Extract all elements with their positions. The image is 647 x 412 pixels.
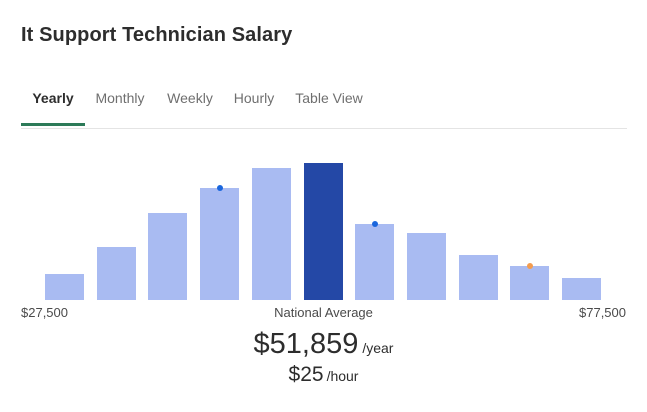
hourly-salary-amount: $25 — [288, 363, 324, 386]
chart-bar — [510, 266, 549, 300]
yearly-salary-amount: $51,859 — [253, 328, 359, 360]
chart-bar — [304, 163, 343, 300]
chart-bar — [148, 213, 187, 300]
chart-bar — [252, 168, 291, 300]
page-title: It Support Technician Salary — [21, 24, 293, 46]
chart-bar — [45, 274, 84, 300]
yearly-salary: $51,859/year — [0, 328, 647, 361]
blue-marker-dot — [372, 221, 378, 227]
x-axis-mid-label: National Average — [274, 305, 373, 320]
yearly-salary-unit: /year — [362, 340, 394, 356]
chart-bar — [97, 247, 136, 300]
blue-marker-dot — [217, 185, 223, 191]
tab-weekly[interactable]: Weekly — [167, 90, 213, 106]
tab-hourly[interactable]: Hourly — [233, 90, 275, 106]
period-tabs: Yearly Monthly Weekly Hourly Table View — [21, 76, 627, 129]
tab-yearly[interactable]: Yearly — [21, 76, 85, 126]
orange-marker-dot — [527, 263, 533, 269]
chart-bar — [407, 233, 446, 300]
tab-monthly[interactable]: Monthly — [95, 90, 145, 106]
chart-bar — [355, 224, 394, 300]
chart-bar — [562, 278, 601, 300]
salary-distribution-chart — [0, 140, 647, 300]
x-axis-max-label: $77,500 — [579, 305, 626, 320]
chart-bar — [459, 255, 498, 300]
chart-bar — [200, 188, 239, 300]
x-axis-min-label: $27,500 — [21, 305, 68, 320]
hourly-salary: $25/hour — [0, 363, 647, 387]
tab-table-view[interactable]: Table View — [295, 90, 363, 106]
hourly-salary-unit: /hour — [326, 368, 359, 384]
